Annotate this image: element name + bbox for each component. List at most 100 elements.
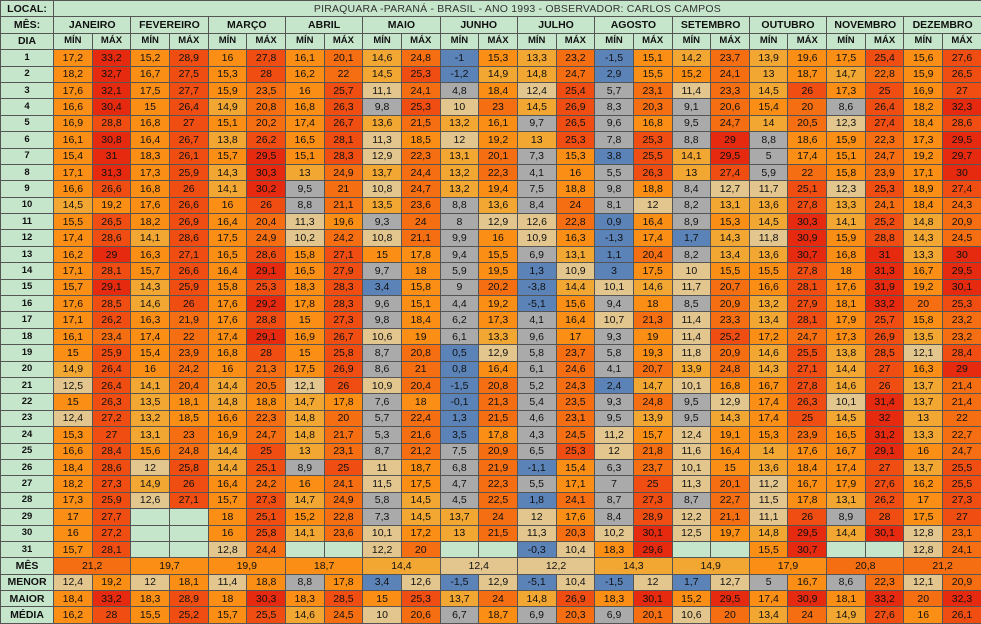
temperature-cell[interactable]: 23,1 [943, 525, 981, 541]
temperature-cell[interactable]: 24,6 [556, 361, 595, 377]
temperature-cell[interactable]: 12 [595, 443, 634, 459]
day-number[interactable]: 25 [1, 443, 54, 459]
temperature-cell[interactable]: 23,1 [633, 82, 672, 98]
temperature-cell[interactable]: 12,9 [363, 148, 402, 164]
temperature-cell[interactable]: 5 [749, 148, 788, 164]
temperature-cell[interactable]: 16,5 [827, 427, 866, 443]
day-number[interactable]: 11 [1, 214, 54, 230]
day-number[interactable]: 19 [1, 345, 54, 361]
temperature-cell[interactable]: 18,1 [169, 394, 208, 410]
temperature-cell[interactable]: 4,7 [440, 476, 479, 492]
temperature-cell[interactable]: 15,4 [749, 99, 788, 115]
temperature-cell[interactable]: 13,2 [440, 115, 479, 131]
temperature-cell[interactable]: 17 [904, 492, 943, 508]
temperature-cell[interactable]: 16,2 [285, 66, 324, 82]
temperature-cell[interactable]: 30 [943, 164, 981, 180]
temperature-cell[interactable]: 5,5 [517, 476, 556, 492]
temperature-cell[interactable]: 24,2 [324, 230, 363, 246]
temperature-cell[interactable]: 16,6 [749, 279, 788, 295]
temperature-cell[interactable]: 13,7 [440, 509, 479, 525]
summary-cell[interactable]: 6,9 [517, 607, 556, 623]
temperature-cell[interactable]: 7,5 [440, 443, 479, 459]
temperature-cell[interactable]: 17,3 [904, 132, 943, 148]
summary-cell[interactable]: 12,9 [479, 574, 518, 590]
day-number[interactable]: 3 [1, 82, 54, 98]
temperature-cell[interactable]: 28,5 [865, 345, 904, 361]
temperature-cell[interactable]: 15,2 [131, 50, 170, 66]
temperature-cell[interactable]: 19 [401, 328, 440, 344]
temperature-cell[interactable]: 22,8 [324, 509, 363, 525]
temperature-cell[interactable]: 8,4 [517, 197, 556, 213]
temperature-cell[interactable]: 15,4 [131, 345, 170, 361]
temperature-cell[interactable]: 24,9 [324, 492, 363, 508]
temperature-cell[interactable]: 28 [865, 509, 904, 525]
temperature-cell[interactable]: 17 [54, 509, 93, 525]
temperature-cell[interactable]: 2,4 [595, 377, 634, 393]
temperature-cell[interactable]: 13,2 [131, 410, 170, 426]
day-number[interactable]: 21 [1, 377, 54, 393]
temperature-cell[interactable]: 25 [633, 476, 672, 492]
summary-cell[interactable]: 18,4 [54, 591, 93, 607]
temperature-cell[interactable]: 16 [208, 525, 247, 541]
temperature-cell[interactable]: 11,3 [363, 132, 402, 148]
summary-cell[interactable]: 16,2 [54, 607, 93, 623]
temperature-cell[interactable]: 28,8 [92, 115, 131, 131]
temperature-cell[interactable]: 10,4 [556, 541, 595, 557]
temperature-cell[interactable]: 21,7 [324, 427, 363, 443]
summary-cell[interactable]: 24 [479, 591, 518, 607]
month-header[interactable]: AGOSTO [595, 17, 672, 33]
temperature-cell[interactable]: 33,2 [865, 296, 904, 312]
temperature-cell[interactable]: 24,8 [711, 361, 750, 377]
temperature-cell[interactable]: -1,1 [517, 459, 556, 475]
temperature-cell[interactable]: 16,3 [131, 312, 170, 328]
temperature-cell[interactable]: 19,2 [479, 132, 518, 148]
temperature-cell[interactable]: 8,2 [672, 197, 711, 213]
temperature-cell[interactable]: 13,7 [904, 394, 943, 410]
temperature-cell[interactable]: 5,9 [749, 164, 788, 180]
temperature-cell[interactable]: 15 [363, 246, 402, 262]
temperature-cell[interactable]: 16 [54, 525, 93, 541]
temperature-cell[interactable]: 22,5 [479, 492, 518, 508]
temperature-cell[interactable]: 25,1 [247, 509, 286, 525]
temperature-cell[interactable]: 24,9 [324, 164, 363, 180]
temperature-cell[interactable]: 26 [324, 377, 363, 393]
temperature-cell[interactable]: 9,3 [595, 328, 634, 344]
temperature-cell[interactable]: 9,9 [440, 230, 479, 246]
temperature-cell[interactable]: 17,8 [788, 492, 827, 508]
temperature-cell[interactable]: 5,8 [363, 492, 402, 508]
temperature-cell[interactable]: 18,2 [54, 476, 93, 492]
temperature-cell[interactable]: 24,1 [324, 476, 363, 492]
temperature-cell[interactable]: 24,1 [556, 492, 595, 508]
temperature-cell[interactable]: 17,4 [633, 230, 672, 246]
temperature-cell[interactable]: 14,5 [749, 82, 788, 98]
summary-cell[interactable]: 18,7 [479, 607, 518, 623]
temperature-cell[interactable]: 17,2 [401, 525, 440, 541]
temperature-cell[interactable]: 16,6 [54, 181, 93, 197]
temperature-cell[interactable]: 16 [208, 361, 247, 377]
summary-cell[interactable]: 32,3 [943, 591, 981, 607]
temperature-cell[interactable]: 16 [208, 197, 247, 213]
temperature-cell[interactable]: 16,1 [54, 328, 93, 344]
temperature-cell[interactable]: 27 [865, 361, 904, 377]
temperature-cell[interactable]: 17,5 [285, 361, 324, 377]
temperature-cell[interactable]: 5,8 [517, 345, 556, 361]
temperature-cell[interactable]: 15,7 [633, 427, 672, 443]
temperature-cell[interactable]: 8 [440, 214, 479, 230]
temperature-cell[interactable]: 15 [711, 459, 750, 475]
temperature-cell[interactable]: 28,9 [633, 509, 672, 525]
max-header[interactable]: MÁX [788, 33, 827, 49]
temperature-cell[interactable]: 13,6 [363, 115, 402, 131]
summary-cell[interactable]: 28,5 [324, 591, 363, 607]
temperature-cell[interactable]: 13,2 [749, 296, 788, 312]
temperature-cell[interactable]: 30,1 [865, 525, 904, 541]
temperature-cell[interactable]: 28,6 [92, 230, 131, 246]
empty-cell[interactable] [285, 541, 324, 557]
temperature-cell[interactable]: 14,4 [208, 459, 247, 475]
min-header[interactable]: MÍN [672, 33, 711, 49]
temperature-cell[interactable]: 14,2 [672, 50, 711, 66]
temperature-cell[interactable]: 17,4 [749, 410, 788, 426]
temperature-cell[interactable]: 29 [711, 132, 750, 148]
summary-cell[interactable]: 20 [904, 591, 943, 607]
temperature-cell[interactable]: 14,1 [285, 525, 324, 541]
temperature-cell[interactable]: 18,8 [633, 181, 672, 197]
